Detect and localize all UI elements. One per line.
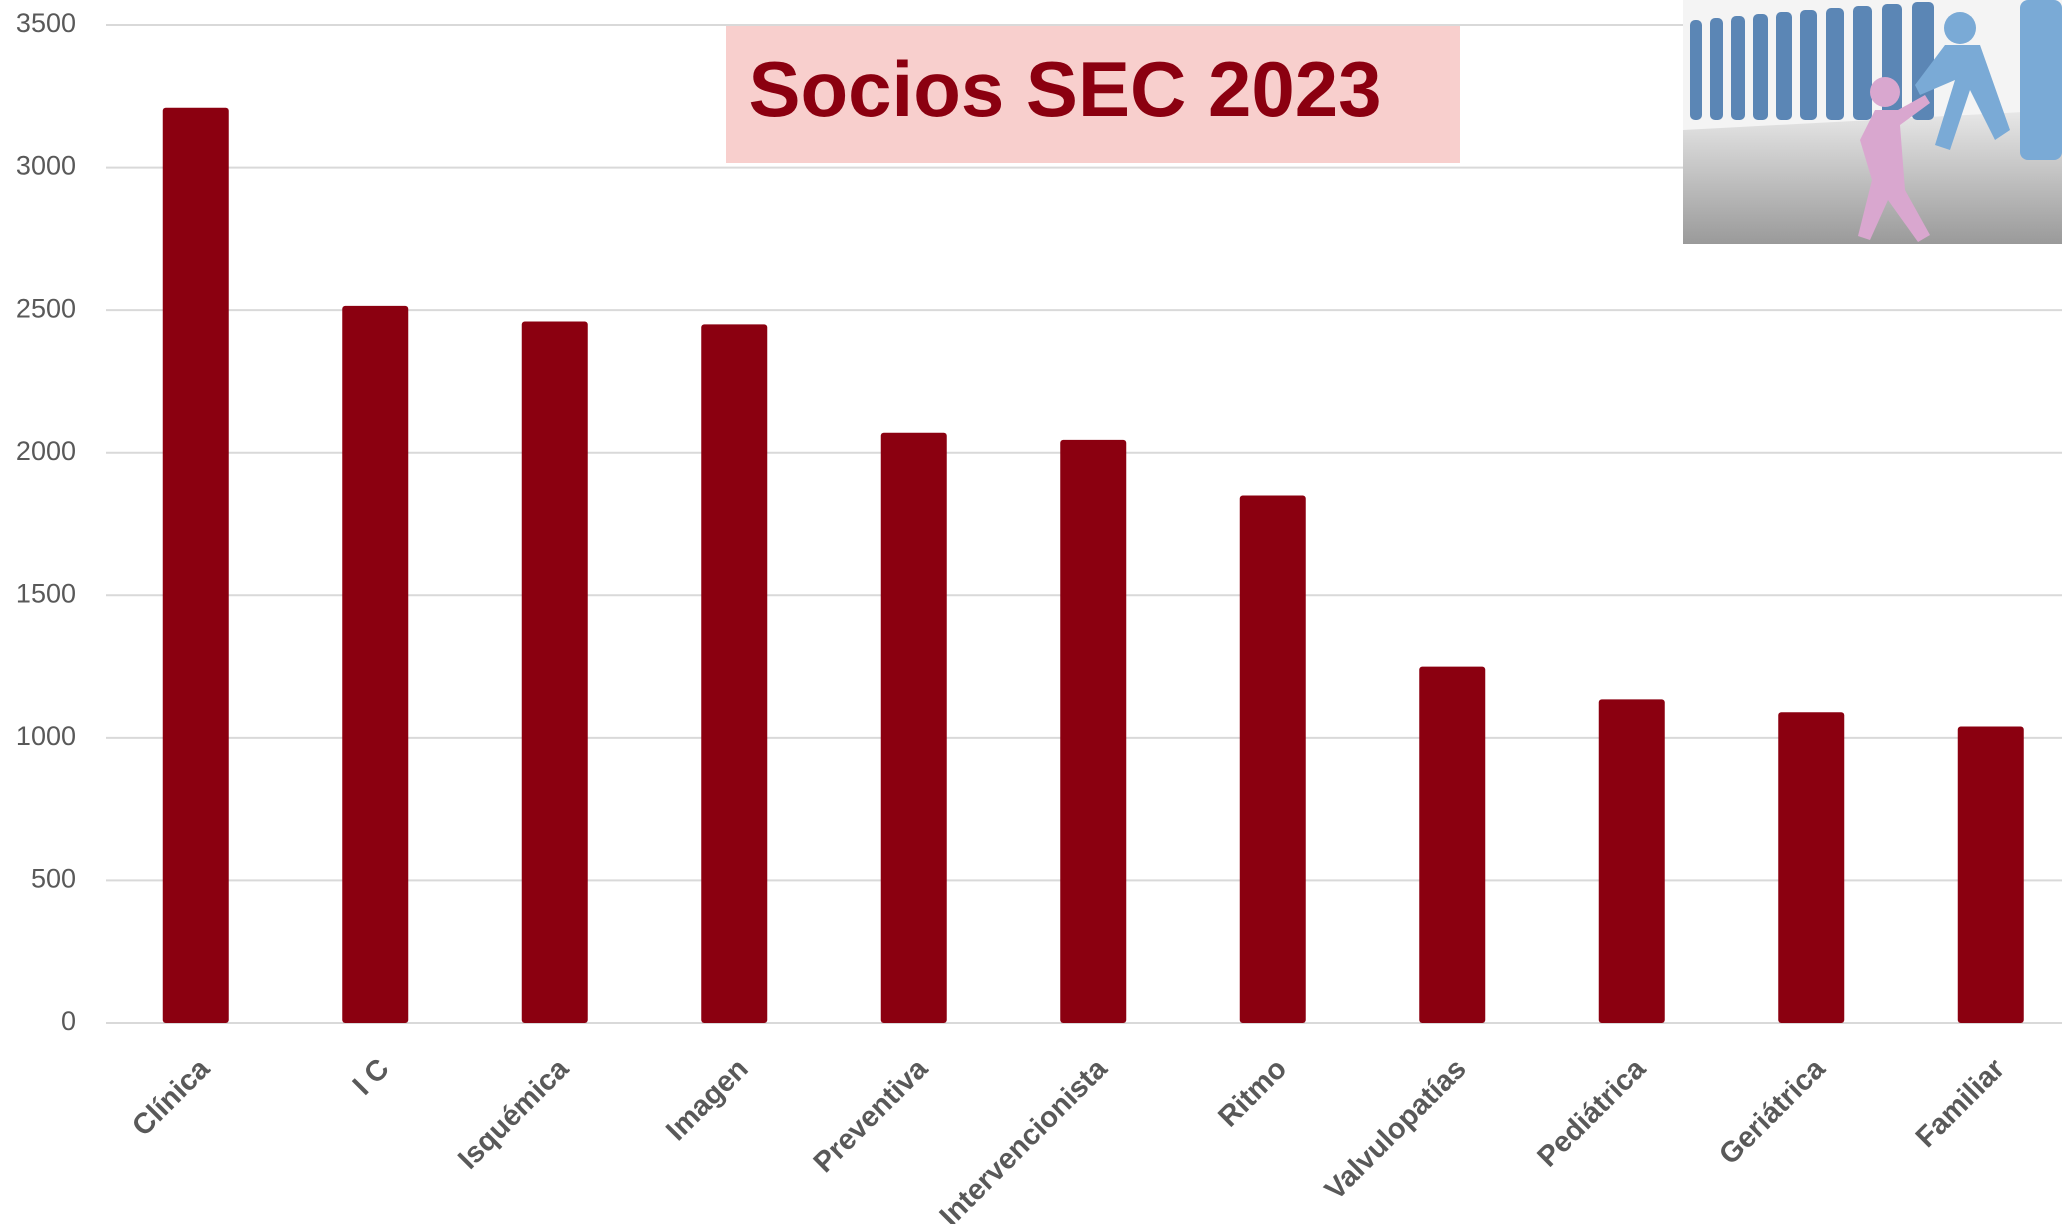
bar — [162, 107, 229, 1024]
bar — [880, 432, 947, 1023]
bar — [701, 324, 768, 1023]
x-tick-label: Valvulopatías — [1319, 1053, 1473, 1207]
y-tick-label: 3000 — [16, 151, 76, 181]
x-tick-label: Preventiva — [808, 1052, 935, 1179]
x-tick-label: Familiar — [1910, 1053, 2011, 1154]
chart-title: Socios SEC 2023 — [749, 45, 1382, 133]
bar — [1957, 726, 2024, 1023]
x-tick-label: Imagen — [660, 1053, 754, 1147]
y-tick-label: 1500 — [16, 578, 76, 608]
bar — [521, 321, 588, 1023]
y-tick-label: 2000 — [16, 436, 76, 466]
x-tick-label: Geriátrica — [1713, 1052, 1832, 1171]
x-tick-label: Isquémica — [452, 1052, 576, 1176]
x-tick-label: Ritmo — [1212, 1053, 1293, 1134]
y-tick-label: 1000 — [16, 721, 76, 751]
x-tick-label: Intervencionista — [934, 1052, 1115, 1224]
y-tick-label: 0 — [61, 1006, 76, 1036]
bar — [1598, 699, 1665, 1023]
x-tick-label: Pediátrica — [1531, 1052, 1652, 1173]
x-tick-label: Clínica — [126, 1052, 216, 1142]
title-box — [726, 26, 1460, 163]
x-tick-label: I C — [347, 1053, 396, 1102]
y-tick-label: 500 — [31, 864, 76, 894]
bar — [1239, 495, 1306, 1023]
bar — [1419, 666, 1486, 1023]
bar — [1060, 439, 1127, 1024]
illustration — [1683, 0, 2062, 244]
y-tick-label: 2500 — [16, 293, 76, 323]
y-tick-label: 3500 — [16, 8, 76, 38]
bar — [342, 305, 409, 1023]
bar — [1778, 712, 1845, 1023]
